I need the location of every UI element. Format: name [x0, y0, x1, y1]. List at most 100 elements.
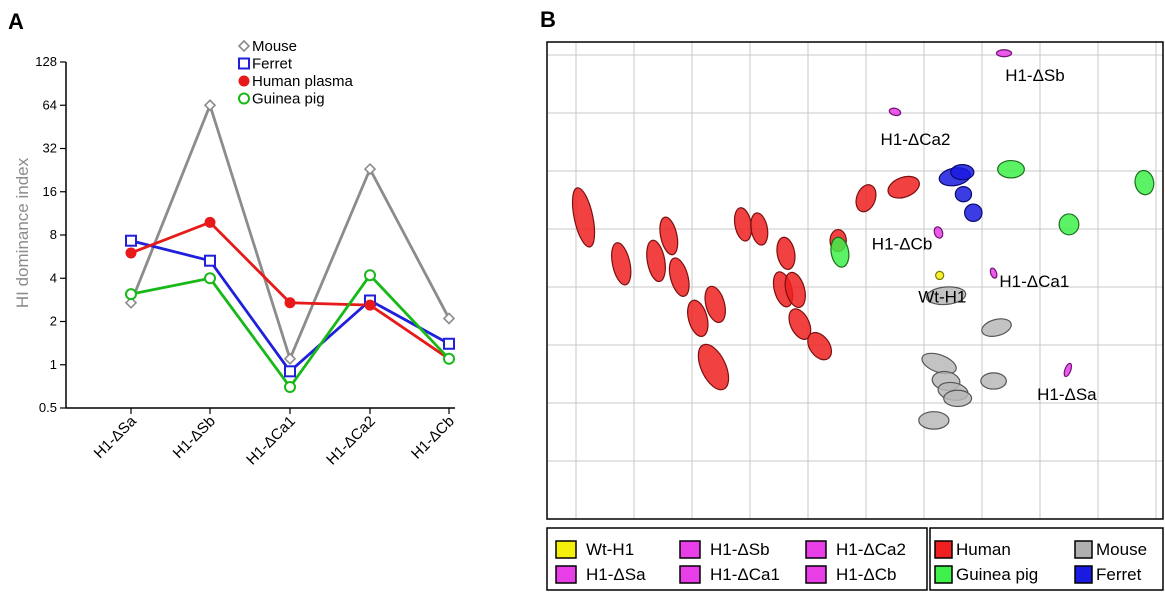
legend-label: Mouse	[1096, 540, 1147, 559]
ellipse-mouse	[980, 372, 1007, 390]
legend-label: H1-ΔSb	[710, 540, 770, 559]
data-point-ferret	[125, 234, 137, 247]
legend-swatch	[555, 540, 577, 559]
legend-swatch	[1074, 540, 1093, 559]
ellipse-mouse	[943, 389, 973, 408]
ellipse-h1-sb	[995, 49, 1013, 58]
ellipse-human	[855, 184, 877, 213]
map-frame	[546, 41, 1164, 520]
legend-swatch	[679, 540, 701, 559]
ellipse-human	[687, 299, 709, 338]
ellipse-human	[887, 175, 920, 199]
species-legend-box	[929, 527, 1164, 591]
ellipse-ferret	[954, 186, 973, 203]
ellipse-h1-sa	[1063, 362, 1073, 378]
map-annotation: H1-ΔCa1	[999, 272, 1069, 291]
y-tick-label: 0.5	[39, 400, 57, 415]
data-point-human-plasma	[364, 299, 376, 311]
panel-label-a: A	[8, 9, 24, 34]
ellipse-human	[807, 331, 833, 361]
y-tick-label: 2	[50, 314, 57, 329]
legend-swatch	[679, 565, 701, 584]
data-point-guinea-pig	[364, 269, 376, 282]
legend-label: Ferret	[252, 56, 293, 73]
legend-label: H1-ΔSa	[586, 565, 646, 584]
y-tick-label: 4	[50, 270, 57, 285]
ellipse-human	[646, 239, 666, 283]
y-tick-label: 128	[35, 54, 57, 69]
ellipse-guinea-pig	[830, 236, 850, 268]
y-tick-label: 1	[50, 357, 57, 372]
ellipse-mouse	[925, 286, 967, 306]
ellipse-ferret	[963, 203, 983, 223]
antigenic-map-panel-b: H1-ΔSb H1-ΔCa2 H1-ΔCb Wt-H1 H1-ΔCa1 H1-ΔSa Wt…	[546, 41, 1164, 591]
map-annotation: H1-ΔSb	[1005, 66, 1065, 85]
data-point-mouse	[363, 162, 377, 176]
data-point-human-plasma	[204, 216, 216, 228]
data-point-human-plasma	[125, 247, 137, 259]
ellipse-guinea-pig	[1058, 213, 1080, 236]
data-point-mouse	[283, 352, 297, 365]
legend-marker	[238, 92, 250, 105]
y-tick-label: 64	[43, 97, 57, 112]
ellipse-human	[776, 236, 796, 271]
y-tick-label: 32	[43, 141, 57, 156]
legend-label: Guinea pig	[956, 565, 1038, 584]
ellipse-h1-cb	[933, 226, 944, 239]
ellipse-guinea-pig	[997, 159, 1025, 179]
y-axis-label: HI dominance index	[13, 157, 32, 308]
legend-swatch	[805, 565, 827, 584]
legend-label: H1-ΔCb	[836, 565, 896, 584]
ellipse-h1-ca2	[888, 107, 902, 117]
ellipse-ferret	[950, 164, 975, 181]
ellipse-human	[668, 257, 690, 297]
data-point-ferret	[284, 365, 296, 378]
virus-legend-box	[546, 527, 928, 591]
data-point-guinea-pig	[204, 272, 216, 285]
data-point-mouse	[203, 99, 217, 112]
legend-marker	[237, 39, 251, 53]
data-point-mouse	[124, 296, 138, 309]
legend-swatch	[934, 540, 953, 559]
x-tick-label: H1-ΔSb	[170, 413, 219, 462]
x-tick-label: H1-ΔCa2	[323, 413, 379, 469]
ellipse-mouse	[921, 352, 957, 375]
ellipse-human	[704, 285, 726, 324]
ellipse-human	[788, 308, 812, 340]
x-tick-label: H1-ΔSa	[91, 412, 141, 462]
x-tick-label: H1-ΔCa1	[243, 413, 299, 469]
legend-swatch	[934, 565, 953, 584]
legend-swatch	[1074, 565, 1093, 584]
legend-label: H1-ΔCa1	[710, 565, 780, 584]
legend-label: Human plasma	[252, 73, 354, 90]
data-point-ferret	[443, 337, 455, 350]
legend-label: H1-ΔCa2	[836, 540, 906, 559]
map-annotation: H1-ΔSa	[1037, 385, 1097, 404]
ellipse-human	[784, 271, 806, 309]
legend-label: Mouse	[252, 38, 297, 55]
panel-label-b: B	[540, 7, 556, 32]
data-point-ferret	[204, 254, 216, 267]
ellipse-wt-h1	[934, 270, 945, 281]
data-point-mouse	[442, 312, 456, 325]
legend-swatch	[555, 565, 577, 584]
line-chart-panel-a: HI dominance index 0.5 1 2 4 8 16 32 64 128 H1-ΔS…	[13, 38, 458, 468]
data-point-human-plasma	[284, 297, 296, 309]
legend-label: Wt-H1	[586, 540, 634, 559]
ellipse-mouse	[918, 411, 950, 430]
ellipse-human	[697, 343, 730, 391]
legend-label: Guinea pig	[252, 91, 325, 108]
y-tick-label: 16	[43, 184, 57, 199]
y-tick-label: 8	[50, 227, 57, 242]
map-annotation: H1-ΔCb	[872, 234, 932, 253]
legend-label: Ferret	[1096, 565, 1142, 584]
data-point-guinea-pig	[284, 381, 296, 394]
x-tick-label: H1-ΔCb	[408, 413, 458, 463]
ellipse-guinea-pig	[1134, 169, 1155, 196]
legend-swatch	[805, 540, 827, 559]
legend-marker	[238, 57, 250, 70]
ellipse-h1-ca1	[989, 267, 998, 279]
ellipse-human	[611, 242, 632, 286]
data-point-guinea-pig	[443, 352, 455, 365]
legend-marker	[238, 75, 250, 87]
